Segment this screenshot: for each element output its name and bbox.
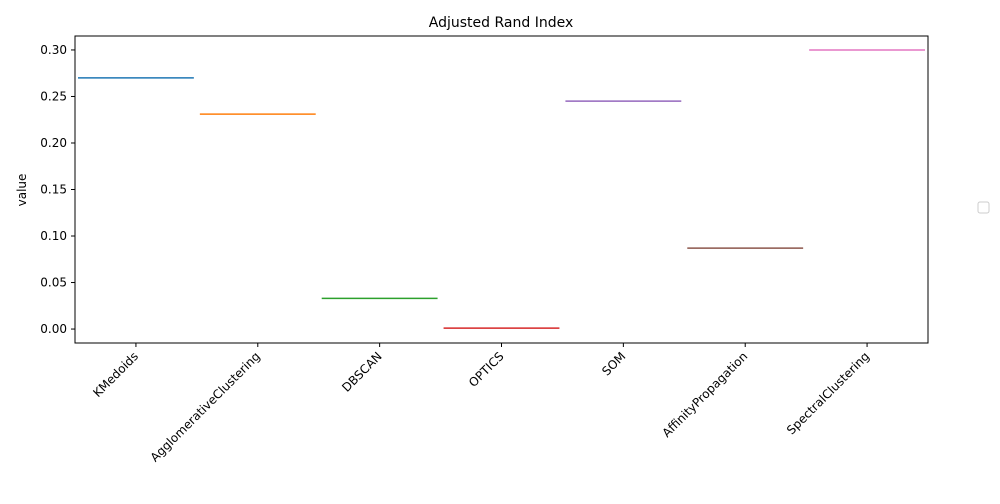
- y-axis-label: value: [15, 174, 29, 207]
- x-tick-label-optics: OPTICS: [466, 349, 507, 390]
- x-tick-label-som: SOM: [599, 349, 628, 378]
- x-tick-label-dbscan: DBSCAN: [339, 349, 385, 395]
- x-tick-label-affinitypropagation: AffinityPropagation: [659, 349, 750, 440]
- y-tick-label-5: 0.25: [40, 89, 67, 103]
- y-tick-label-4: 0.20: [40, 136, 67, 150]
- y-tick-label-3: 0.15: [40, 183, 67, 197]
- chart-title: Adjusted Rand Index: [429, 15, 573, 31]
- axes-frame: [74, 35, 929, 344]
- x-tick-label-kmedoids: KMedoids: [90, 349, 141, 400]
- y-tick-label-2: 0.10: [40, 229, 67, 243]
- y-tick-label-0: 0.00: [40, 322, 67, 336]
- legend: [977, 201, 990, 214]
- y-tick-label-6: 0.30: [40, 43, 67, 57]
- x-tick-label-spectralclustering: SpectralClustering: [784, 349, 872, 437]
- plot-area: 0.00 0.05 0.10 0.15 0.20 0.25 0.30 KMedoids Aggl…: [40, 35, 929, 465]
- x-tick-label-agglomerativeclustering: AgglomerativeClustering: [148, 349, 263, 464]
- legend-box: [977, 201, 990, 214]
- y-tick-label-1: 0.05: [40, 276, 67, 290]
